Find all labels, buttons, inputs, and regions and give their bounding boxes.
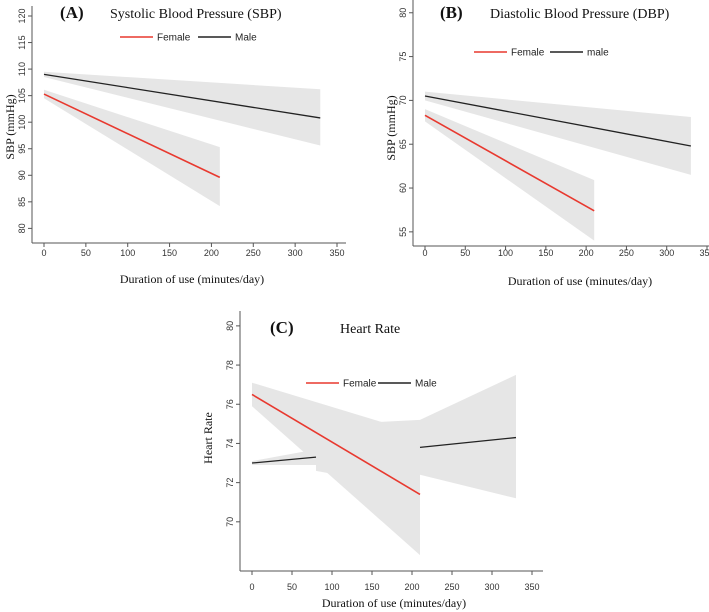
fit-line-female-0 [424,114,595,212]
x-tick-label: 50 [81,248,91,258]
y-tick-label: 80 [398,8,408,18]
x-tick-label: 300 [659,248,674,258]
y-tick-label: 80 [17,223,27,233]
y-tick-label: 80 [225,321,235,331]
y-tick-label: 78 [225,360,235,370]
x-tick-label: 250 [619,248,634,258]
y-tick-label: 70 [225,517,235,527]
panel-label: (C) [270,318,294,337]
fit-line-male-1 [43,73,321,119]
y-tick-label: 70 [398,95,408,105]
x-tick-label: 0 [249,582,254,592]
x-tick-label: 50 [287,582,297,592]
y-axis-title: SBP (mmHg) [384,95,398,160]
y-tick-label: 100 [17,115,27,130]
x-tick-label: 250 [444,582,459,592]
legend-label-male: Male [415,379,437,390]
y-tick-label: 55 [398,227,408,237]
x-tick-label: 0 [422,248,427,258]
x-tick-label: 350 [699,248,709,258]
y-tick-label: 105 [17,88,27,103]
x-axis-title: Duration of use (minutes/day) [322,596,466,610]
x-tick-label: 300 [288,248,303,258]
x-tick-label: 300 [484,582,499,592]
y-tick-label: 115 [17,35,27,49]
panel-c-heart-rate: 70 72 74 76 78 80 0 50 100 150 200 250 300 350 Female M… [201,311,543,610]
x-axis-title: Duration of use (minutes/day) [120,272,264,286]
x-tick-label: 200 [404,582,419,592]
panel-b-dbp: 55 60 65 70 75 80 0 50 100 150 200 250 300 350 Female m… [384,0,709,288]
y-tick-label: 60 [398,183,408,193]
x-tick-label: 200 [204,248,219,258]
x-tick-label: 50 [460,248,470,258]
x-tick-label: 150 [538,248,553,258]
panel-title: Heart Rate [340,322,400,337]
x-tick-label: 150 [364,582,379,592]
y-tick-label: 120 [17,8,27,23]
y-tick-label: 74 [225,438,235,448]
x-tick-label: 100 [120,248,135,258]
y-tick-label: 76 [225,399,235,409]
ci-band-male-1 [425,91,691,175]
ci-band-male-1 [44,71,321,146]
x-tick-label: 100 [498,248,513,258]
fit-line-male-2 [419,436,517,449]
y-tick-label: 72 [225,478,235,488]
y-tick-label: 95 [17,144,27,154]
x-axis-title: Duration of use (minutes/day) [508,274,652,288]
x-tick-label: 350 [329,248,344,258]
ci-band-male-2 [420,374,516,499]
y-tick-label: 90 [17,170,27,180]
y-tick-label: 85 [17,197,27,207]
y-tick-label: 110 [17,62,27,76]
legend-label-female: Female [511,48,545,59]
panel-a-sbp: 80 85 90 95 100 105 110 115 120 0 50 100 150 200 250 30… [3,3,346,286]
ci-band-female-0 [44,89,220,207]
y-tick-label: 75 [398,52,408,62]
fit-line-male-1 [424,95,692,147]
panel-title: Systolic Blood Pressure (SBP) [110,7,282,22]
x-tick-label: 100 [324,582,339,592]
y-axis-title: Heart Rate [201,412,215,464]
x-tick-label: 250 [246,248,261,258]
y-axis-title: SBP (mmHg) [3,94,17,159]
x-tick-label: 150 [162,248,177,258]
panel-label: (A) [60,3,84,22]
x-tick-label: 200 [579,248,594,258]
ci-band-female-0 [425,109,595,241]
panel-label: (B) [440,3,463,22]
legend-label-male: Male [235,33,257,44]
legend-label-female: Female [157,33,191,44]
fit-line-female-0 [43,93,221,179]
y-tick-label: 65 [398,139,408,149]
fit-line-male-1 [251,456,317,464]
ci-band-extra [316,419,420,483]
legend-label-female: Female [343,379,377,390]
fit-line-female-0 [251,393,421,496]
x-tick-label: 0 [41,248,46,258]
panel-title: Diastolic Blood Pressure (DBP) [490,7,670,22]
legend-label-male: male [587,48,609,59]
x-tick-label: 350 [524,582,539,592]
